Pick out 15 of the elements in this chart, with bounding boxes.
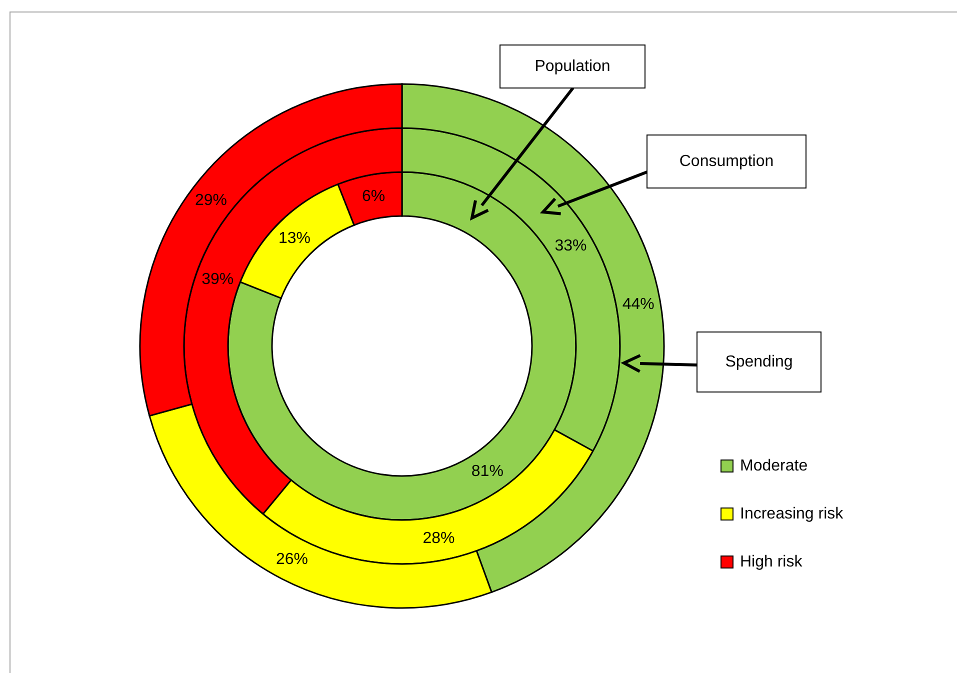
data-label: 28% [422,530,455,548]
slice-label: Population [534,58,610,75]
data-label: 44% [622,296,654,313]
legend-label: High risk [740,554,804,570]
legend-label: Spending [725,354,793,370]
data-label: 33% [554,238,587,255]
legend-label: Increasing risk [740,506,844,522]
legend-label: Moderate [740,458,808,474]
data-label: 81% [471,463,504,480]
data-label: 29% [195,192,228,210]
data-label: 39% [202,271,234,288]
data-label: 13% [278,230,311,248]
data-label: 6% [362,188,386,206]
slice-label: Consumption [679,153,774,170]
data-label: 26% [276,550,308,568]
